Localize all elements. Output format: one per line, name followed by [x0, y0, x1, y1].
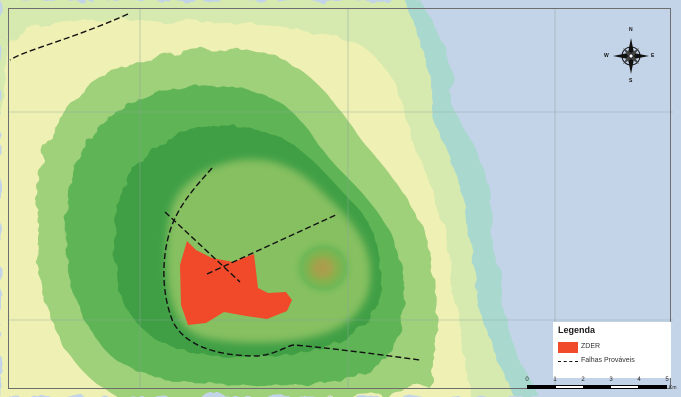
fault-line [163, 167, 421, 361]
legend: Legenda ZDER Falhas Prováveis [553, 322, 671, 378]
compass-south-label: S [629, 78, 633, 84]
zder-area [180, 241, 292, 325]
scale-segment [555, 386, 584, 388]
scale-ticks: 0 1 2 3 4 5 [524, 377, 674, 384]
scale-unit: Km [669, 385, 677, 391]
compass-rose: N S E W [604, 26, 656, 86]
scale-tick-label: 0 [525, 377, 529, 383]
scale-tick-label: 5 [665, 377, 669, 383]
fault-line [206, 213, 339, 275]
fault-line [164, 211, 241, 283]
fault-line-swatch [558, 360, 578, 362]
scale-tick-label: 1 [553, 377, 557, 383]
scale-segment [583, 386, 611, 388]
scale-tick-label: 2 [581, 377, 585, 383]
compass-west-label: W [604, 53, 609, 59]
zder-swatch [558, 341, 578, 353]
legend-item-zder: ZDER [558, 341, 666, 353]
scale-segment [610, 386, 639, 388]
fault-line [9, 13, 129, 61]
cone-center [312, 259, 332, 277]
compass-east-label: E [651, 53, 655, 59]
legend-label-zder: ZDER [581, 343, 601, 350]
scale-tick-label: 4 [637, 377, 641, 383]
legend-title: Legenda [558, 325, 596, 335]
legend-label-faults: Falhas Prováveis [581, 357, 635, 364]
compass-rose-icon [613, 38, 649, 74]
scale-tick-label: 3 [609, 377, 613, 383]
compass-north-label: N [629, 27, 633, 33]
scale-bar: 0 1 2 3 4 5 Km [524, 377, 677, 393]
scale-segment [528, 386, 556, 388]
scale-segment [638, 386, 666, 388]
scale-bar-segments [527, 385, 667, 389]
legend-item-faults: Falhas Prováveis [558, 355, 666, 367]
